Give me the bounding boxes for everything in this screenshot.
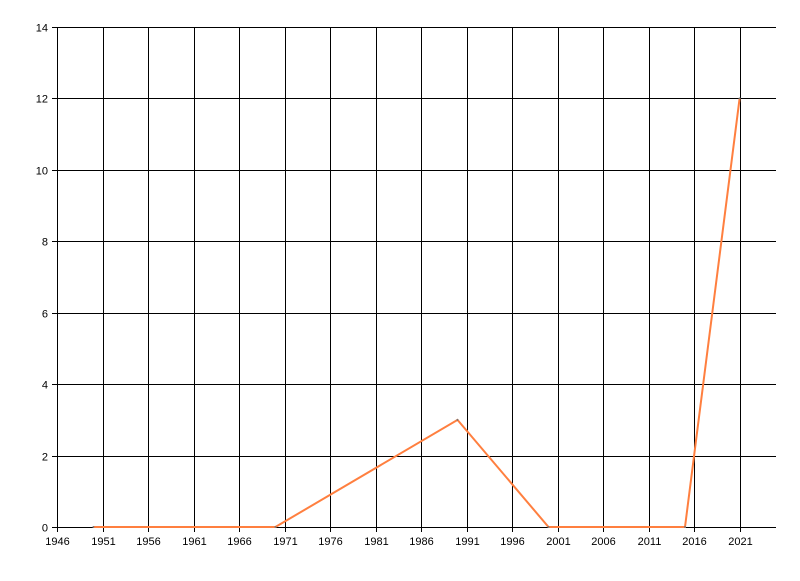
y-tick-label: 12	[36, 94, 48, 106]
series-layer	[92, 97, 741, 528]
y-axis: 0 2 4 6 8 10 12 14	[36, 23, 48, 535]
y-tick-label: 8	[42, 237, 48, 249]
x-tick-label: 1996	[500, 536, 524, 548]
series-line	[93, 98, 741, 528]
x-tick-label: 2021	[728, 536, 752, 548]
x-tick-label: 1981	[364, 536, 388, 548]
y-tick-label: 6	[42, 309, 48, 321]
data-point	[456, 418, 459, 421]
x-tick-label: 1986	[409, 536, 433, 548]
x-tick-label: 1961	[182, 536, 206, 548]
x-tick-label: 2011	[638, 536, 662, 548]
x-tick-label: 1951	[91, 536, 115, 548]
x-tick-label: 2006	[591, 536, 615, 548]
data-point	[738, 97, 741, 100]
x-tick-label: 1956	[136, 536, 160, 548]
y-tick-label: 4	[42, 380, 48, 392]
y-tick-label: 2	[42, 452, 48, 464]
x-tick-label: 1976	[318, 536, 342, 548]
y-tick-label: 14	[36, 23, 48, 35]
x-tick-label: 1946	[45, 536, 69, 548]
y-tick-label: 0	[42, 523, 48, 535]
y-tick-label: 10	[36, 166, 48, 178]
x-tick-label: 2016	[682, 536, 706, 548]
x-tick-label: 1971	[273, 536, 297, 548]
data-point	[683, 526, 686, 528]
grid	[52, 27, 776, 532]
x-tick-label: 1966	[227, 536, 251, 548]
data-point	[92, 526, 95, 528]
data-point	[274, 526, 277, 528]
data-point	[547, 526, 550, 528]
x-axis: 1946 1951 1956 1961 1966 1971 1976 1981 1986 1991…	[45, 536, 752, 548]
x-tick-label: 2001	[546, 536, 570, 548]
x-tick-label: 1991	[455, 536, 479, 548]
